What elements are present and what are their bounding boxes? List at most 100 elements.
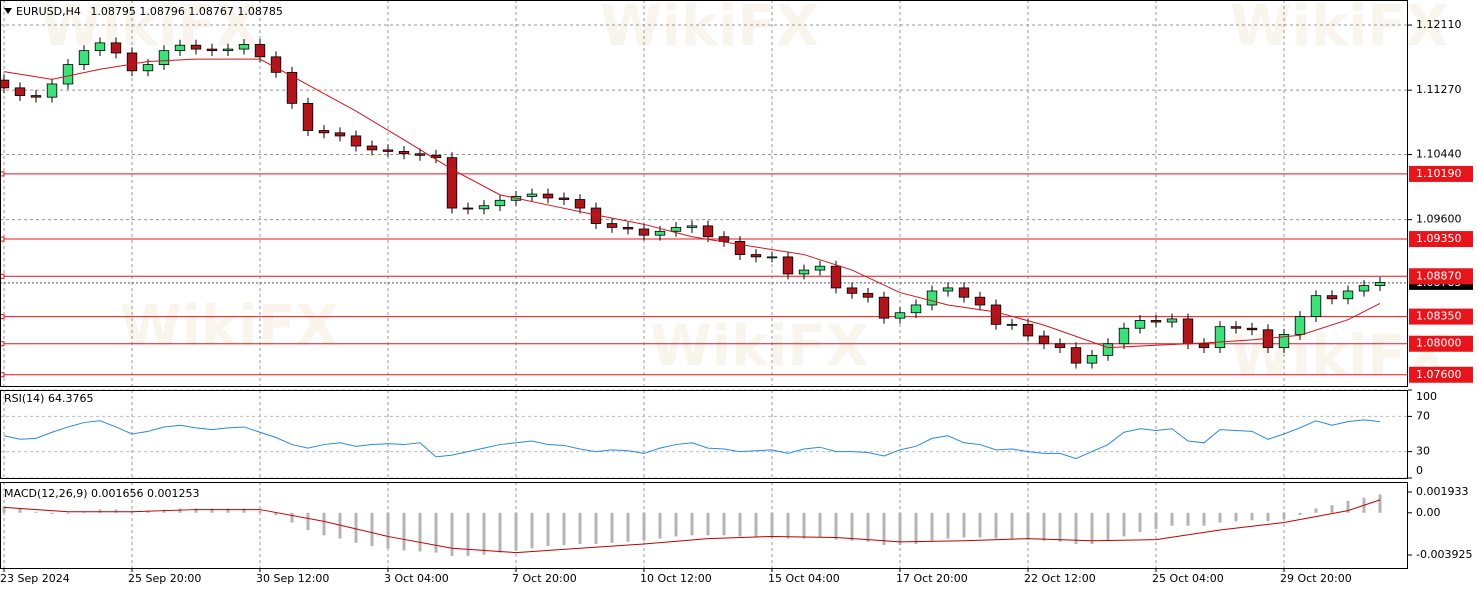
candle-body [1246,327,1258,331]
macd-bar [1106,512,1110,541]
header-close: 1.08785 [237,5,283,18]
level-label: 1.08350 [1416,310,1462,323]
candle-body [1310,295,1322,318]
candle-body [1166,318,1178,323]
macd-bar [674,512,678,537]
macd-bar [594,512,598,544]
candle-body [1182,318,1194,345]
candle-body [382,149,394,152]
macd-bar [626,512,630,542]
candle-body [1358,285,1370,292]
macd-bar [978,512,982,538]
y-tick-label: 70 [1416,409,1430,422]
candle-body [414,153,426,156]
macd-bar [210,508,214,513]
macd-bar [1266,512,1270,522]
candle-body [526,193,538,197]
candle-body [126,52,138,72]
header-arrow [4,8,12,14]
x-tick-label: 7 Oct 20:00 [512,572,577,585]
candle-body [1070,347,1082,364]
macd-signal-line [3,499,1381,554]
x-tick-label: 23 Sep 2024 [0,572,70,585]
macd-bar [450,512,454,556]
macd-bar [1314,508,1318,513]
macd-bar [1170,512,1174,526]
candle-body [638,228,650,236]
macd-bar [18,508,22,513]
candle-body [62,64,74,85]
candle-body [350,135,362,147]
candle-body [14,87,26,97]
macd-bar [834,512,838,540]
watermark: WikiFX [120,294,339,359]
macd-bar [1298,512,1302,515]
y-tick-label: 1.12110 [1416,18,1462,31]
macd-bar [946,512,950,539]
candle-body [110,42,122,54]
level-anchor [0,372,5,378]
candle-body [302,102,314,131]
x-tick-label: 10 Oct 12:00 [640,572,712,585]
y-tick-label: 100 [1416,390,1437,403]
chart-header: EURUSD,H4 1.08795 1.08796 1.08767 1.0878… [16,5,283,18]
level-anchor [0,314,5,320]
macd-bar [1378,494,1382,513]
labels: EURUSD,H4 1.08795 1.08796 1.08767 1.0878… [0,5,1473,585]
level-label: 1.07600 [1416,368,1462,381]
macd-bar [338,512,342,539]
header-low: 1.08767 [188,5,234,18]
macd-bar [770,512,774,538]
candle-body [814,265,826,271]
macd-bar [386,512,390,549]
x-tick-label: 25 Oct 04:00 [1152,572,1224,585]
macd-bar [98,509,102,513]
candle-body [1326,295,1338,300]
y-tick-label: 0 [1416,464,1423,477]
candle-body [718,236,730,242]
macd-bar [706,512,710,536]
level-box [1409,165,1473,182]
candle-body [158,50,170,65]
watermark: WikiFX [1230,0,1449,59]
moving-average [3,58,1381,349]
candle-body [1118,327,1130,345]
macd-bar [882,512,886,546]
macd-bar [1138,512,1142,533]
y-tick-label: 1.10440 [1416,148,1462,161]
macd-bar [898,512,902,546]
level-anchor [0,341,5,347]
macd-bar [498,512,502,553]
candle-body [606,223,618,228]
macd-bar [866,512,870,542]
candle-body [1038,335,1050,345]
macd-bar [2,506,6,513]
candle-body [958,287,970,298]
macd-bar [114,509,118,513]
macd-bar [642,512,646,541]
y-tick-label: 1.11270 [1416,83,1462,96]
macd-bar [1154,512,1158,529]
macd-bar [1122,512,1126,537]
candle-body [238,44,250,50]
x-tick-label: 30 Sep 12:00 [256,572,329,585]
grid [0,0,1412,572]
level-label: 1.08870 [1416,269,1462,282]
macd-bar [50,512,54,514]
macd-bar [690,512,694,536]
candle-body [30,95,42,98]
level-box [1409,335,1473,352]
macd-bar [290,512,294,523]
level-box [1409,366,1473,383]
candle-body [1150,320,1162,323]
candle-body [574,199,586,209]
candle-body [1102,343,1114,356]
candle-body [78,50,90,65]
candle-body [542,193,554,199]
rsi-title: RSI(14) 64.3765 [4,392,93,405]
candle-body [462,207,474,210]
candle-body [798,269,810,275]
candle-body [1054,343,1066,349]
macd-bar [578,512,582,544]
level-box [1409,308,1473,325]
